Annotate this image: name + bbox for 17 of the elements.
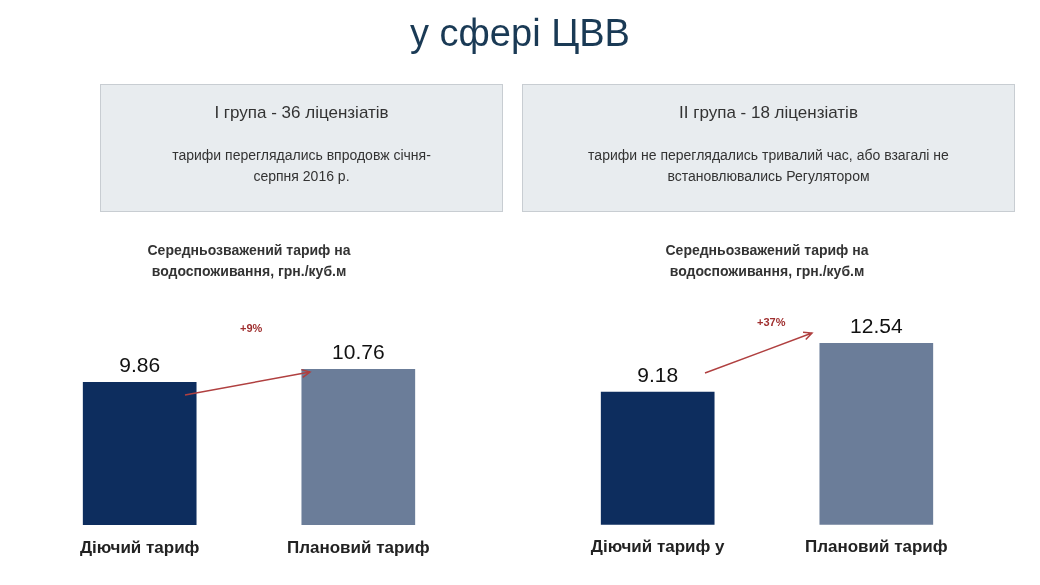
text: тарифи переглядались впродовж січня-серпня 2016 р.	[171, 146, 432, 186]
data-label: 9.18	[637, 362, 679, 386]
x-tick-label: Плановий тариф	[287, 537, 430, 557]
text: +37%	[757, 316, 786, 328]
x-tick-label: Діючий тариф у	[590, 537, 726, 557]
chart-title: Середньозважений тариф на водоспоживання, грн./куб.м	[664, 241, 870, 281]
data-label: 12.54	[850, 314, 903, 338]
text: у сфері ЦВВ	[409, 12, 631, 55]
data-label: 9.86	[119, 353, 161, 377]
text: +9%	[240, 322, 263, 334]
x-tick-label: Плановий тариф	[805, 537, 948, 557]
x-tick-label: Діючий тариф	[79, 537, 200, 557]
data-label: 10.76	[332, 339, 385, 363]
text: II група - 18 ліцензіатів	[678, 103, 859, 123]
text: I група - 36 ліцензіатів	[213, 103, 390, 123]
chart-title: Середньозважений тариф на водоспоживання, грн./куб.м	[146, 241, 352, 281]
text: тарифи не переглядались тривалий час, або взагалі не встановлювались Регулятором	[587, 146, 950, 186]
